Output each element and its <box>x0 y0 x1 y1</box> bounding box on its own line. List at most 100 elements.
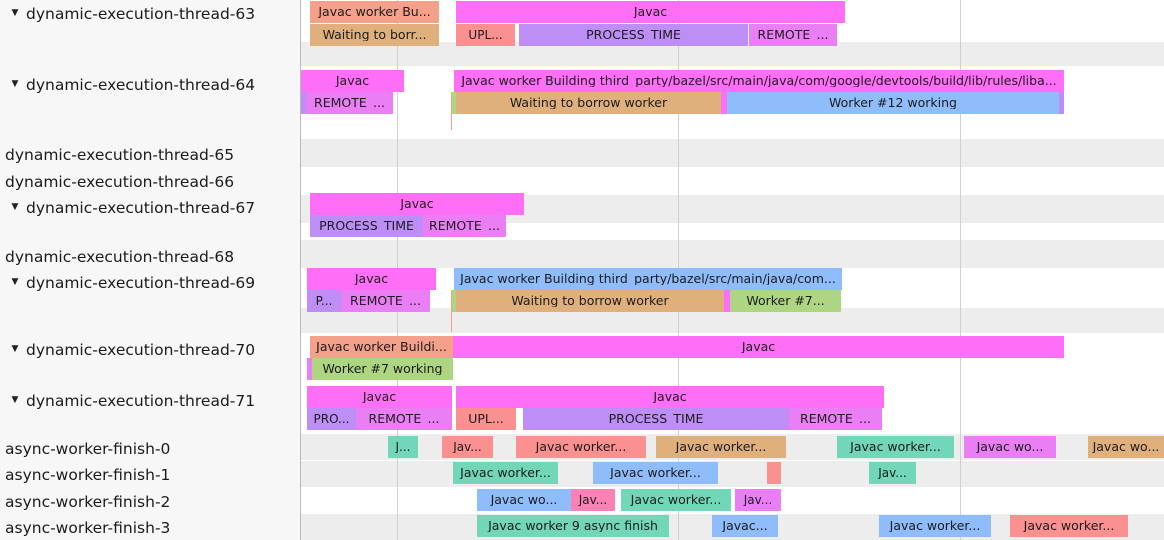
trace-bar[interactable]: Javac worker... <box>837 436 954 458</box>
thread-label-text: dynamic-execution-thread-66 <box>5 172 235 191</box>
thread-row-label-dynamic-execution-thread-66[interactable]: ▼dynamic-execution-thread-66 <box>0 168 300 195</box>
trace-bar[interactable]: Javac... <box>712 515 778 537</box>
trace-bar[interactable]: Javac worker... <box>453 462 558 484</box>
trace-bar[interactable]: Javac worker... <box>621 489 731 511</box>
trace-bar[interactable]: Javac wo... <box>1088 436 1164 458</box>
trace-bar[interactable]: Javac worker... <box>516 436 646 458</box>
thread-row-label-async-worker-finish-3[interactable]: ▼async-worker-finish-3 <box>0 514 300 540</box>
thread-row-label-dynamic-execution-thread-71[interactable]: ▼ dynamic-execution-thread-71 <box>0 387 300 414</box>
trace-bar[interactable]: Javac worker... <box>656 436 786 458</box>
trace-bar[interactable]: PROCESS_TIME <box>523 408 789 430</box>
chevron-down-icon[interactable]: ▼ <box>11 202 19 212</box>
trace-bar[interactable]: J... <box>388 436 418 458</box>
thread-label-text: dynamic-execution-thread-65 <box>5 145 235 164</box>
trace-bar[interactable]: Javac wo... <box>477 489 571 511</box>
trace-bar-label: Javac worker... <box>630 493 722 507</box>
trace-bar[interactable]: Waiting to borrow worker <box>456 92 721 114</box>
timeline-track-area[interactable]: Javac worker Bu... Waiting to borr... Java… <box>301 0 1164 540</box>
trace-bar-label: Javac worker... <box>460 466 551 480</box>
trace-bar[interactable]: Javac worker... <box>1010 515 1128 537</box>
thread-row-label-dynamic-execution-thread-65[interactable]: ▼dynamic-execution-thread-65 <box>0 141 300 168</box>
chevron-down-icon[interactable]: ▼ <box>11 8 19 18</box>
trace-bar-label: Waiting to borr... <box>322 28 427 42</box>
trace-bar-label: Javac worker Building third_party/bazel/… <box>461 74 1057 88</box>
trace-bar[interactable]: Javac worker 9 async finish <box>477 515 669 537</box>
trace-bar[interactable] <box>301 92 306 114</box>
trace-bar[interactable]: Javac <box>456 1 845 23</box>
trace-bar-label: PRO... <box>313 413 350 425</box>
trace-bar-label: Javac <box>354 272 389 286</box>
trace-bar-label: Javac <box>633 5 668 19</box>
thread-label-text: async-worker-finish-3 <box>5 518 171 537</box>
thread-row-label-dynamic-execution-thread-63[interactable]: ▼ dynamic-execution-thread-63 <box>0 0 300 27</box>
trace-bar[interactable]: REMOTE_... <box>306 92 393 114</box>
trace-bar[interactable]: Javac worker... <box>879 515 991 537</box>
trace-bar-label: Javac worker... <box>889 519 981 533</box>
thread-row-label-async-worker-finish-2[interactable]: ▼async-worker-finish-2 <box>0 488 300 515</box>
trace-bar[interactable]: Worker #7 working <box>312 358 453 380</box>
trace-bar[interactable] <box>767 462 781 484</box>
trace-bar[interactable] <box>724 290 730 312</box>
thread-row-label-async-worker-finish-0[interactable]: ▼async-worker-finish-0 <box>0 435 300 462</box>
trace-bar[interactable]: P... <box>307 290 341 312</box>
trace-bar[interactable]: Jav... <box>735 489 781 511</box>
trace-bar[interactable]: Javac <box>310 193 524 215</box>
chevron-down-icon[interactable]: ▼ <box>11 395 19 405</box>
trace-bar[interactable]: Jav... <box>442 436 493 458</box>
thread-row-label-dynamic-execution-thread-70[interactable]: ▼ dynamic-execution-thread-70 <box>0 336 300 363</box>
thread-row-label-async-worker-finish-1[interactable]: ▼async-worker-finish-1 <box>0 461 300 488</box>
trace-bar[interactable]: Javac worker Building third_party/bazel/… <box>454 268 842 290</box>
trace-bar-label: Jav... <box>453 441 482 453</box>
trace-bar-label: Javac worker... <box>850 440 941 454</box>
trace-bar[interactable]: REMOTE_... <box>356 408 452 430</box>
trace-bar[interactable]: Worker #12 working <box>727 92 1059 114</box>
trace-bar[interactable]: UPL... <box>456 408 516 430</box>
trace-bar[interactable] <box>307 358 312 380</box>
row-band <box>301 308 1164 333</box>
thread-label-text: dynamic-execution-thread-71 <box>26 391 256 410</box>
trace-bar[interactable]: UPL... <box>456 24 515 46</box>
thread-row-label-dynamic-execution-thread-64[interactable]: ▼ dynamic-execution-thread-64 <box>0 71 300 98</box>
event-tick-marker <box>451 95 452 130</box>
trace-bar-label: Jav... <box>743 494 773 506</box>
trace-bar[interactable]: Javac <box>456 386 884 408</box>
trace-bar[interactable]: REMOTE_... <box>423 215 506 237</box>
trace-bar-label: Javac... <box>722 519 768 533</box>
chevron-down-icon[interactable]: ▼ <box>11 344 19 354</box>
trace-bar[interactable]: REMOTE_... <box>789 408 882 430</box>
trace-bar[interactable]: Jav... <box>869 462 916 484</box>
trace-bar[interactable]: Javac <box>307 268 436 290</box>
thread-row-label-dynamic-execution-thread-69[interactable]: ▼ dynamic-execution-thread-69 <box>0 269 300 296</box>
trace-bar-label: Javac <box>741 340 776 354</box>
event-tick-marker <box>451 291 452 332</box>
trace-bar[interactable] <box>451 290 456 312</box>
trace-bar[interactable]: Waiting to borrow worker <box>456 290 724 312</box>
thread-row-label-dynamic-execution-thread-68[interactable]: ▼dynamic-execution-thread-68 <box>0 243 300 270</box>
trace-bar[interactable]: PROCESS_TIME <box>310 215 423 237</box>
trace-bar[interactable]: Jav... <box>571 489 615 511</box>
trace-bar[interactable]: REMOTE_... <box>749 24 837 46</box>
row-band <box>301 461 1164 487</box>
trace-bar[interactable]: Worker #7... <box>730 290 841 312</box>
trace-bar[interactable]: Javac <box>453 336 1064 358</box>
trace-bar[interactable]: Javac wo... <box>964 436 1056 458</box>
chevron-down-icon[interactable]: ▼ <box>11 277 19 287</box>
trace-bar[interactable] <box>451 92 456 114</box>
trace-bar[interactable]: Javac worker... <box>593 462 718 484</box>
trace-bar[interactable] <box>1059 92 1064 114</box>
trace-bar[interactable]: Javac worker Building third_party/bazel/… <box>454 70 1064 92</box>
thread-label-text: dynamic-execution-thread-67 <box>26 198 256 217</box>
trace-bar[interactable]: Waiting to borr... <box>310 24 439 46</box>
thread-label-text: async-worker-finish-2 <box>5 492 171 511</box>
trace-bar[interactable]: Javac <box>307 386 452 408</box>
thread-row-label-dynamic-execution-thread-67[interactable]: ▼ dynamic-execution-thread-67 <box>0 194 300 221</box>
trace-bar-label: Javac worker 9 async finish <box>488 519 658 533</box>
chevron-down-icon[interactable]: ▼ <box>11 79 19 89</box>
trace-bar[interactable]: Javac <box>301 70 404 92</box>
trace-bar[interactable]: PROCESS_TIME <box>519 24 748 46</box>
trace-bar[interactable]: Javac worker Buildi... <box>310 336 453 358</box>
trace-bar[interactable] <box>721 92 727 114</box>
trace-bar[interactable]: Javac worker Bu... <box>310 1 439 23</box>
trace-bar[interactable]: PRO... <box>307 408 356 430</box>
trace-bar[interactable]: REMOTE_... <box>341 290 430 312</box>
